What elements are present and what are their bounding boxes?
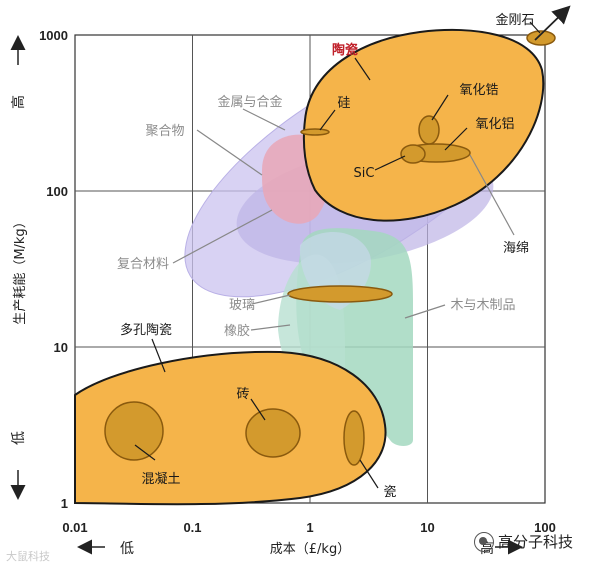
label-polymers: 聚合物 — [145, 124, 184, 139]
y-tick-labels: 1 10 100 1000 — [39, 28, 68, 511]
diagonal-arrow — [534, 5, 571, 41]
y-tick-label: 1 — [61, 496, 68, 511]
label-diamond: 金刚石 — [495, 12, 534, 28]
marker-glass — [287, 285, 393, 303]
watermark-right-text: 高分子科技 — [498, 533, 574, 551]
y-tick-label: 100 — [46, 184, 68, 199]
watermark-right: 高分子科技 — [474, 531, 573, 552]
marker-concrete — [104, 401, 164, 461]
marker-diamond — [526, 30, 556, 46]
label-concrete: 混凝土 — [141, 471, 180, 487]
y-low-label: 低 — [11, 431, 27, 445]
label-glass: 玻璃 — [229, 298, 255, 313]
region-porous-ceramics — [74, 350, 387, 506]
label-composites: 复合材料 — [117, 257, 169, 272]
material-markers — [104, 30, 556, 466]
marker-silicon — [300, 128, 330, 136]
label-metals: 金属与合金 — [217, 94, 282, 110]
label-rubber: 橡胶 — [224, 323, 250, 339]
y-high-label: 高 — [10, 95, 27, 109]
marker-porcelain — [343, 410, 365, 466]
x-tick-labels: 0.01 0.1 1 10 100 — [62, 520, 556, 535]
label-zirconia: 氧化锆 — [459, 83, 498, 98]
wechat-icon — [474, 531, 494, 552]
label-sic: SiC — [354, 166, 375, 181]
x-tick-label: 10 — [420, 520, 434, 535]
region-labels: 金属与合金 聚合物 复合材料 玻璃 橡胶 木与木制品 海绵 陶瓷 多孔陶瓷 — [117, 42, 529, 339]
label-brick: 砖 — [236, 387, 249, 402]
label-porcelain: 瓷 — [383, 485, 396, 500]
material-labels: 金刚石 硅 氧化锆 氧化铝 SiC 砖 混凝土 瓷 — [141, 12, 534, 500]
x-low-label: 低 — [120, 541, 134, 557]
label-ceramics: 陶瓷 — [332, 42, 358, 58]
label-porous-ceramics: 多孔陶瓷 — [120, 322, 172, 338]
label-sponge: 海绵 — [503, 241, 529, 256]
x-tick-label: 1 — [306, 520, 313, 535]
marker-brick — [245, 408, 301, 458]
x-tick-label: 0.01 — [62, 520, 87, 535]
label-alumina: 氧化铝 — [475, 117, 514, 132]
x-axis-label: 成本（£/kg） — [270, 542, 350, 557]
watermark-left: 大鼠科技 — [6, 550, 50, 563]
regions — [74, 28, 545, 506]
x-tick-label: 100 — [534, 520, 556, 535]
label-wood: 木与木制品 — [450, 298, 515, 313]
marker-sic — [400, 144, 426, 164]
marker-zirconia — [418, 115, 440, 145]
leader-lines — [172, 108, 515, 331]
y-tick-label: 1000 — [39, 28, 68, 43]
label-silicon: 硅 — [337, 96, 350, 111]
x-tick-label: 0.1 — [183, 520, 201, 535]
leader-lines-dark — [134, 21, 541, 489]
y-tick-label: 10 — [54, 340, 68, 355]
y-axis-label: 生产耗能（M/kg） — [13, 215, 28, 324]
